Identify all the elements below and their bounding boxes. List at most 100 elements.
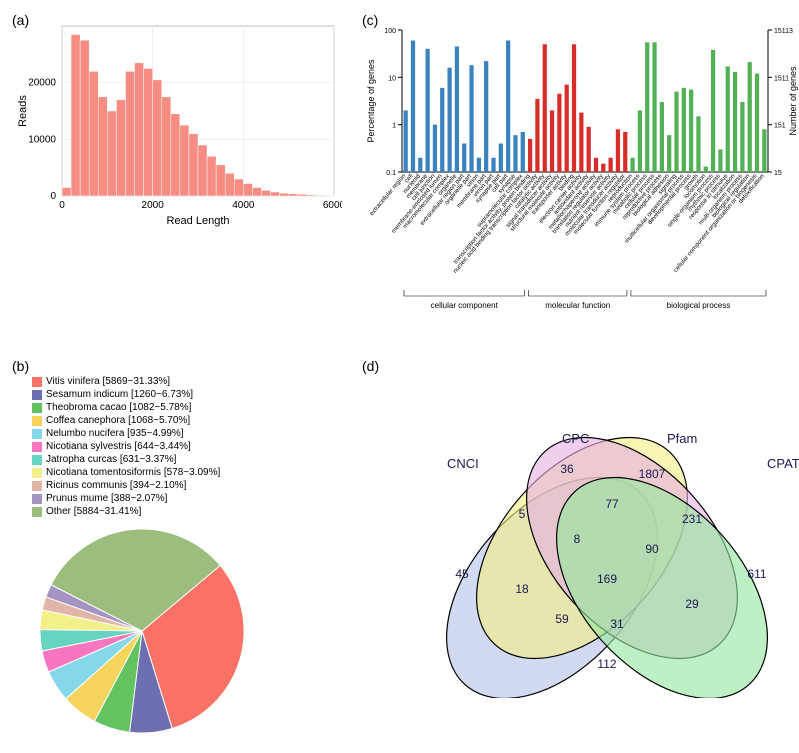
bar xyxy=(404,110,408,172)
legend-label: Nicotiana sylvestris [644~3.44%] xyxy=(46,441,191,452)
venn-count: 36 xyxy=(560,462,574,476)
bar xyxy=(674,92,678,172)
bar xyxy=(528,139,532,172)
bar xyxy=(543,44,547,172)
legend-item: Coffea canephora [1068~5.70%] xyxy=(32,415,352,426)
bar xyxy=(718,149,722,172)
bar xyxy=(689,90,693,172)
svg-text:4000: 4000 xyxy=(232,200,255,211)
panel-b-label: (b) xyxy=(12,358,29,374)
bar xyxy=(594,158,598,172)
bar xyxy=(425,49,429,172)
venn-count: 18 xyxy=(515,582,529,596)
bar xyxy=(447,68,451,172)
bar xyxy=(711,50,715,172)
legend-label: Nelumbo nucifera [935~4.99%] xyxy=(46,428,184,439)
svg-text:Number of genes: Number of genes xyxy=(788,66,798,136)
legend-swatch xyxy=(32,468,42,478)
venn-count: 31 xyxy=(610,617,624,631)
legend-swatch xyxy=(32,429,42,439)
svg-text:151: 151 xyxy=(774,123,786,130)
bar xyxy=(682,88,686,172)
legend-item: Sesamum indicum [1260~6.73%] xyxy=(32,389,352,400)
legend-item: Jatropha curcas [631~3.37%] xyxy=(32,454,352,465)
venn-count: 1807 xyxy=(639,467,666,481)
venn-count: 45 xyxy=(455,567,469,581)
bar xyxy=(733,72,737,172)
venn-set-label: CPAT xyxy=(767,456,799,471)
pie-chart xyxy=(12,521,292,741)
histogram: 020004000600001000020000Read LengthReads xyxy=(12,12,342,232)
legend-item: Prunus mume [388~2.07%] xyxy=(32,493,352,504)
legend-swatch xyxy=(32,442,42,452)
legend-label: Coffea canephora [1068~5.70%] xyxy=(46,415,190,426)
bar xyxy=(462,144,466,172)
bar xyxy=(667,135,671,172)
bar xyxy=(726,66,730,172)
bar xyxy=(440,88,444,172)
go-barchart: 0.111010015151151115113extracellular reg… xyxy=(362,12,799,352)
bar xyxy=(499,144,503,172)
legend-swatch xyxy=(32,494,42,504)
panel-a-label: (a) xyxy=(12,12,29,28)
legend-label: Sesamum indicum [1260~6.73%] xyxy=(46,389,193,400)
bar xyxy=(587,127,591,172)
svg-text:15113: 15113 xyxy=(774,28,793,35)
venn-set-label: Pfam xyxy=(667,431,697,446)
svg-text:Reads: Reads xyxy=(17,95,29,127)
svg-text:molecular function: molecular function xyxy=(545,301,610,310)
legend-swatch xyxy=(32,481,42,491)
bar xyxy=(755,74,759,172)
legend-swatch xyxy=(32,403,42,413)
svg-text:cellular component: cellular component xyxy=(431,301,499,310)
panel-c-label: (c) xyxy=(362,12,378,28)
legend-item: Nelumbo nucifera [935~4.99%] xyxy=(32,428,352,439)
bar xyxy=(484,61,488,172)
venn-set-label: CPC xyxy=(562,431,589,446)
venn-count: 29 xyxy=(685,597,699,611)
bar xyxy=(418,158,422,172)
legend-item: Nicotiana tomentosiformis [578~3.09%] xyxy=(32,467,352,478)
legend-swatch xyxy=(32,455,42,465)
panel-b: (b) Vitis vinifera [5869~31.33%] Sesamum … xyxy=(12,358,352,741)
svg-text:1511: 1511 xyxy=(774,75,789,82)
legend-swatch xyxy=(32,377,42,387)
legend-label: Theobroma cacao [1082~5.78%] xyxy=(46,402,191,413)
bar xyxy=(572,44,576,172)
venn-count: 90 xyxy=(645,542,659,556)
bar xyxy=(469,65,473,172)
venn-count: 112 xyxy=(597,657,616,671)
legend-item: Other [5884~31.41%] xyxy=(32,506,352,517)
bar xyxy=(411,41,415,172)
panel-d: (d) CNCICPCPfamCPAT453618076115772318901… xyxy=(362,358,799,741)
venn-count: 611 xyxy=(747,567,766,581)
bar xyxy=(601,164,605,172)
bar xyxy=(623,132,627,172)
panel-a: (a) 020004000600001000020000Read LengthR… xyxy=(12,12,352,352)
svg-text:20000: 20000 xyxy=(28,78,56,89)
legend-item: Vitis vinifera [5869~31.33%] xyxy=(32,376,352,387)
bar xyxy=(513,135,517,172)
venn-count: 8 xyxy=(574,532,581,546)
legend-item: Nicotiana sylvestris [644~3.44%] xyxy=(32,441,352,452)
svg-text:biological process: biological process xyxy=(667,301,731,310)
venn-diagram: CNCICPCPfamCPAT4536180761157723189018169… xyxy=(362,358,799,698)
svg-text:Read Length: Read Length xyxy=(167,215,230,227)
venn-count: 5 xyxy=(519,507,526,521)
legend-label: Ricinus communis [394~2.10%] xyxy=(46,480,186,491)
svg-text:0.1: 0.1 xyxy=(386,170,396,177)
bar xyxy=(704,167,708,172)
venn-count: 77 xyxy=(605,497,619,511)
bar xyxy=(645,42,649,172)
bar xyxy=(630,158,634,172)
svg-text:10000: 10000 xyxy=(28,134,56,145)
bar xyxy=(506,41,510,172)
legend-label: Prunus mume [388~2.07%] xyxy=(46,493,167,504)
legend-label: Jatropha curcas [631~3.37%] xyxy=(46,454,176,465)
legend-item: Theobroma cacao [1082~5.78%] xyxy=(32,402,352,413)
bar xyxy=(652,42,656,172)
legend-label: Vitis vinifera [5869~31.33%] xyxy=(46,376,170,387)
bar xyxy=(660,102,664,172)
venn-set-label: CNCI xyxy=(447,456,479,471)
svg-text:0: 0 xyxy=(59,200,65,211)
